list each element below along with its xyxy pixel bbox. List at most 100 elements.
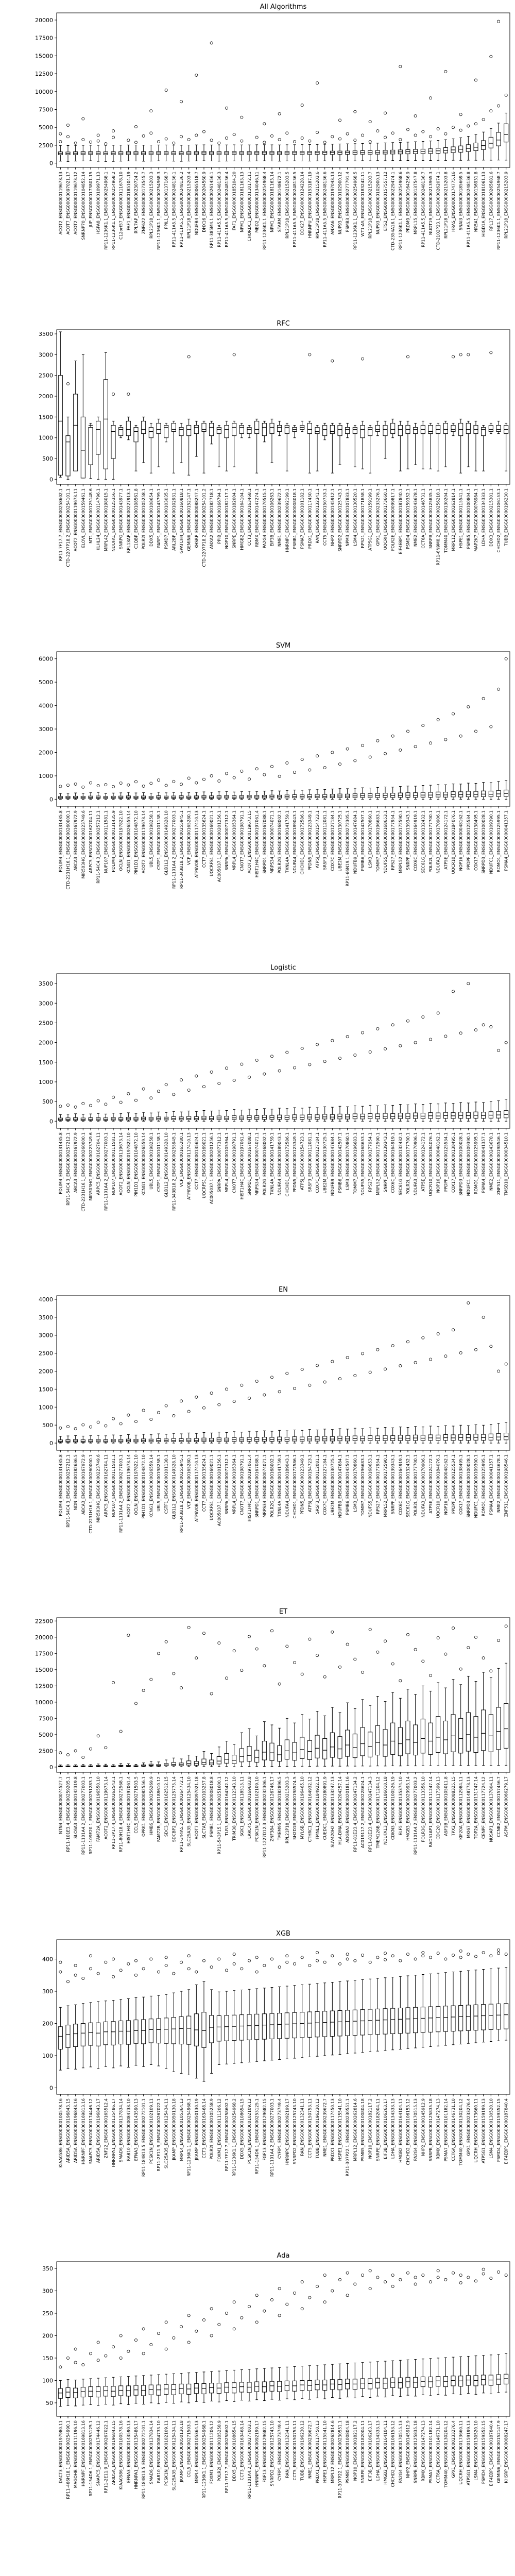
x-tick-label: HSPA8_ENSG00000109971.13 <box>96 172 101 234</box>
box-outlier <box>172 1972 176 1975</box>
x-tick-label: CCT6A_ENSG00000146731.1 <box>421 488 425 549</box>
box-body <box>209 2015 214 2043</box>
box-outlier <box>489 55 493 58</box>
x-tick-label: SNRPD3_ENSG00000100028.1 <box>482 810 486 874</box>
x-tick-label: RP11-1236K1.1_ENSG00000254968.4 <box>262 172 267 250</box>
box-outlier <box>353 1959 357 1962</box>
box-outlier <box>353 1657 357 1661</box>
box-outlier <box>429 1358 433 1361</box>
x-tick-label: RP11-1101A4.2_ENSG00000277003.1 <box>171 810 176 889</box>
x-tick-label: KHSRP_ENSG00000088247.17 <box>504 2420 509 2483</box>
box-outlier <box>149 131 153 135</box>
x-tick-label: FMNL1_ENSG00000184922.13 <box>315 1776 320 1839</box>
box-body <box>133 427 139 443</box>
box-outlier <box>384 1958 387 1961</box>
box-outlier <box>316 1364 319 1367</box>
box-outlier <box>59 1105 62 1108</box>
x-tick-label: PA2G4_ENSG00000170515.1 <box>262 488 267 548</box>
x-tick-label: POLR2G_ENSG00000168002.1 <box>270 1454 274 1517</box>
box-outlier <box>474 122 478 126</box>
x-tick-label: NME1_ENSG00000239672.7 <box>323 2098 328 2157</box>
y-tick-label: 17500 <box>35 1650 53 1657</box>
x-tick-label: NTN4_ENSG00000074527.7 <box>58 1776 63 1834</box>
x-tick-label: GPX1_ENSG00000233276.4 <box>451 2420 456 2478</box>
x-tick-label: KCNG1_ENSG00000026559.14 <box>126 810 131 874</box>
x-tick-label: HMGB2_ENSG00000164104.1 <box>239 488 244 550</box>
y-tick-label: 3500 <box>39 1314 53 1321</box>
box-outlier <box>316 754 319 758</box>
box-outlier <box>300 758 304 761</box>
box-outlier <box>399 748 402 752</box>
box-outlier <box>225 1676 228 1680</box>
box-outlier <box>81 2363 85 2366</box>
box-outlier <box>119 1969 123 1972</box>
x-tick-label: HNRNPC_ENSG00000092199.1 <box>285 488 289 552</box>
x-tick-label: KCNG1_ENSG00000026559.14 <box>149 1454 153 1518</box>
box-outlier <box>278 112 281 115</box>
x-tick-label: DDX3_ENSG00000215301.1 <box>489 488 493 547</box>
box-outlier <box>368 1960 372 1964</box>
x-tick-label: RP11-1227D12.3_ENSG00000232306.1 <box>262 1776 267 1858</box>
box-outlier <box>270 1055 274 1058</box>
box-outlier <box>134 1973 138 1977</box>
box-outlier <box>331 359 334 363</box>
box-outlier <box>66 135 70 139</box>
box-body <box>375 2008 380 2035</box>
box-body <box>232 1755 237 1764</box>
box-outlier <box>368 140 372 143</box>
box-outlier <box>157 1090 160 1093</box>
box-body <box>232 2014 237 2041</box>
x-tick-label: LDHA_ENSG00000134333.1 <box>482 488 486 546</box>
x-tick-label: SNRPD1_ENSG00000167088.1 <box>255 1454 260 1518</box>
box-outlier <box>278 774 281 778</box>
box-outlier <box>474 1955 478 1958</box>
y-tick-label: 500 <box>42 455 53 462</box>
box-outlier <box>353 759 357 762</box>
box-outlier <box>263 1072 266 1076</box>
x-tick-label: LSM4_ENSG00000130520.10 <box>474 2420 478 2481</box>
box-outlier <box>384 1639 387 1643</box>
box-outlier <box>232 1078 236 1082</box>
box-outlier <box>104 142 108 146</box>
x-tick-label: CCT5_ENSG00000150753.11 <box>307 2098 312 2158</box>
box-body <box>179 2016 184 2044</box>
box-outlier <box>361 743 365 747</box>
box-outlier <box>255 135 259 139</box>
box-outlier <box>66 1980 70 1984</box>
x-tick-label: NOP10_ENSG00000182117.2 <box>353 2420 357 2481</box>
x-tick-label: UQCRH_ENSG00000173660.11 <box>459 2420 464 2484</box>
x-tick-label: RP11-66N19.1_ENSG00000272305.1 <box>346 810 350 886</box>
box-outlier <box>436 1332 440 1335</box>
x-tick-label: OPRK1_ENSG00000082556.1 <box>142 1776 146 1837</box>
y-tick-label: 2000 <box>39 393 53 400</box>
x-tick-label: MIR503HG_ENSG00000223749.6 <box>89 1132 93 1200</box>
box-outlier <box>225 1969 228 1972</box>
x-tick-label: ACOT2_ENSG00000119673.15 <box>247 810 252 873</box>
box-outlier <box>474 1635 478 1639</box>
y-tick-label: 2500 <box>39 1350 53 1357</box>
box-outlier <box>81 1976 85 1980</box>
box-outlier <box>467 2276 470 2279</box>
x-tick-label: CCT7_ENSG00000135624.1 <box>194 1132 199 1190</box>
x-tick-label: NDUFC1_ENSG00000109390.1 <box>474 1454 478 1518</box>
x-tick-label: PIH1D1_ENSG00000104872.10 <box>134 1132 139 1197</box>
x-tick-label: AC005037.1_ENSG00000201256.1 <box>217 810 221 882</box>
box-outlier <box>240 769 244 773</box>
box-body <box>254 420 260 434</box>
x-tick-label: PA2G4_ENSG00000170515.13 <box>398 2420 403 2483</box>
box-body <box>224 425 229 438</box>
x-tick-label: AC005037.1_ENSG00000201256.1 <box>217 1454 221 1526</box>
x-tick-label: SNRPD2_ENSG00000125743.1 <box>338 488 342 552</box>
box-outlier <box>66 1753 70 1756</box>
box-body <box>398 1727 403 1756</box>
x-tick-label: PCSK1N_ENSG00000102109.11 <box>149 2098 153 2164</box>
box-body <box>420 2376 425 2387</box>
box-outlier <box>482 1315 485 1319</box>
box-outlier <box>399 1364 402 1368</box>
x-tick-label: SNAPC5_ENSG00000174446.12 <box>96 2420 101 2486</box>
x-tick-label: TOMM40_ENSG00000130204.1 <box>443 488 448 553</box>
box-outlier <box>179 100 183 104</box>
box-outlier <box>74 1963 77 1967</box>
box-body <box>488 2004 493 2030</box>
x-tick-label: RP11-81E23.4_ENSG00000247134.3 <box>368 1776 373 1852</box>
